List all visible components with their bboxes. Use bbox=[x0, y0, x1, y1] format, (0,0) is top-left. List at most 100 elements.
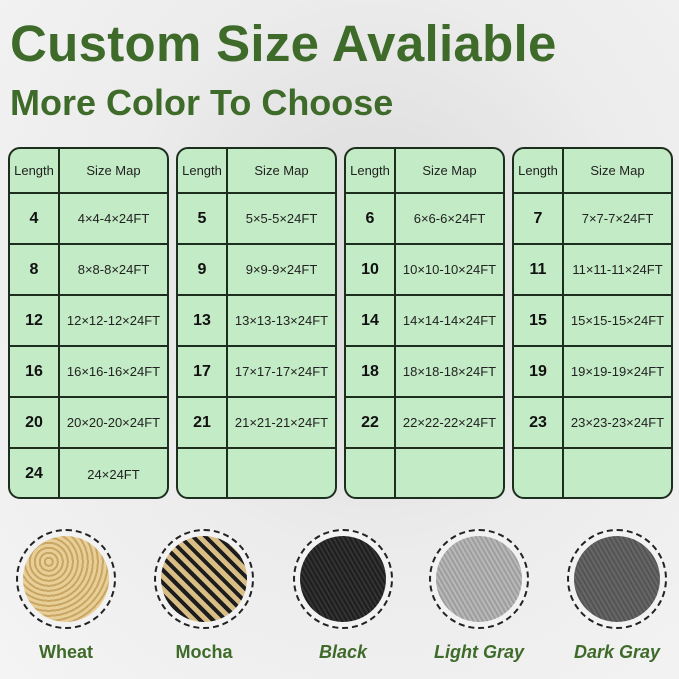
size-cell: 5×5-5×24FT bbox=[245, 211, 318, 226]
length-cell: 10 bbox=[346, 245, 396, 294]
table-row: 7 7×7-7×24FT bbox=[514, 194, 671, 245]
table-header: Length Size Map bbox=[346, 149, 503, 194]
size-cell: 10×10-10×24FT bbox=[402, 262, 497, 277]
swatch-light-gray[interactable] bbox=[429, 529, 529, 629]
header-length: Length bbox=[10, 149, 60, 192]
length-cell: 11 bbox=[514, 245, 564, 294]
table-row: 22 22×22-22×24FT bbox=[346, 398, 503, 449]
table-row: 10 10×10-10×24FT bbox=[346, 245, 503, 296]
size-table: Length Size Map 5 5×5-5×24FT 9 9×9-9×24FT 13 13… bbox=[176, 147, 337, 499]
table-row bbox=[514, 449, 671, 497]
color-label: Wheat bbox=[39, 642, 93, 662]
length-cell: 13 bbox=[178, 296, 228, 345]
length-cell: 16 bbox=[10, 347, 60, 396]
swatch-image bbox=[300, 536, 386, 622]
size-cell bbox=[564, 449, 671, 497]
swatch-wheat[interactable] bbox=[16, 529, 116, 629]
length-cell: 4 bbox=[10, 194, 60, 243]
size-cell: 4×4-4×24FT bbox=[77, 211, 150, 226]
length-cell bbox=[514, 449, 564, 497]
color-label: Black bbox=[318, 642, 368, 662]
length-cell bbox=[178, 449, 228, 497]
table-row: 8 8×8-8×24FT bbox=[10, 245, 167, 296]
table-header: Length Size Map bbox=[178, 149, 335, 194]
size-cell: 20×20-20×24FT bbox=[66, 415, 161, 430]
size-table: Length Size Map 7 7×7-7×24FT 11 11×11-11×24FT… bbox=[512, 147, 673, 499]
size-cell: 12×12-12×24FT bbox=[66, 313, 161, 328]
header-size-map: Size Map bbox=[422, 163, 477, 178]
header-size-map: Size Map bbox=[86, 163, 141, 178]
length-cell: 5 bbox=[178, 194, 228, 243]
header-size-map: Size Map bbox=[254, 163, 309, 178]
size-cell: 17×17-17×24FT bbox=[234, 364, 329, 379]
size-cell: 11×11-11×24FT bbox=[572, 262, 663, 277]
size-cell: 14×14-14×24FT bbox=[402, 313, 497, 328]
color-label: Mocha bbox=[175, 642, 233, 662]
size-cell: 8×8-8×24FT bbox=[77, 262, 150, 277]
table-row bbox=[178, 449, 335, 497]
length-cell: 18 bbox=[346, 347, 396, 396]
length-cell: 24 bbox=[10, 449, 60, 497]
table-row: 5 5×5-5×24FT bbox=[178, 194, 335, 245]
size-cell: 7×7-7×24FT bbox=[581, 211, 654, 226]
length-cell bbox=[346, 449, 396, 497]
table-row: 24 24×24FT bbox=[10, 449, 167, 497]
size-cell bbox=[396, 449, 503, 497]
color-label: Dark Gray bbox=[573, 642, 661, 662]
size-cell: 19×19-19×24FT bbox=[570, 364, 665, 379]
size-cell: 21×21-21×24FT bbox=[234, 415, 329, 430]
size-cell: 18×18-18×24FT bbox=[402, 364, 497, 379]
length-cell: 7 bbox=[514, 194, 564, 243]
size-cell bbox=[228, 449, 335, 497]
size-cell: 22×22-22×24FT bbox=[402, 415, 497, 430]
size-cell: 9×9-9×24FT bbox=[245, 262, 318, 277]
swatch-image bbox=[436, 536, 522, 622]
table-row: 6 6×6-6×24FT bbox=[346, 194, 503, 245]
length-cell: 14 bbox=[346, 296, 396, 345]
size-cell: 16×16-16×24FT bbox=[66, 364, 161, 379]
table-header: Length Size Map bbox=[10, 149, 167, 194]
header-length: Length bbox=[514, 149, 564, 192]
size-cell: 15×15-15×24FT bbox=[570, 313, 665, 328]
swatch-black[interactable] bbox=[293, 529, 393, 629]
length-cell: 23 bbox=[514, 398, 564, 447]
length-cell: 8 bbox=[10, 245, 60, 294]
page-title: Custom Size Avaliable bbox=[10, 15, 557, 72]
page-subtitle: More Color To Choose bbox=[10, 82, 394, 123]
header-length: Length bbox=[346, 149, 396, 192]
length-cell: 19 bbox=[514, 347, 564, 396]
table-row: 18 18×18-18×24FT bbox=[346, 347, 503, 398]
table-row: 19 19×19-19×24FT bbox=[514, 347, 671, 398]
table-row: 23 23×23-23×24FT bbox=[514, 398, 671, 449]
swatch-mocha[interactable] bbox=[154, 529, 254, 629]
size-cell: 6×6-6×24FT bbox=[413, 211, 486, 226]
color-label: Light Gray bbox=[433, 642, 524, 662]
length-cell: 6 bbox=[346, 194, 396, 243]
table-row bbox=[346, 449, 503, 497]
table-row: 4 4×4-4×24FT bbox=[10, 194, 167, 245]
table-header: Length Size Map bbox=[514, 149, 671, 194]
size-cell: 24×24FT bbox=[87, 466, 140, 482]
table-row: 20 20×20-20×24FT bbox=[10, 398, 167, 449]
length-cell: 17 bbox=[178, 347, 228, 396]
length-cell: 21 bbox=[178, 398, 228, 447]
table-row: 14 14×14-14×24FT bbox=[346, 296, 503, 347]
length-cell: 22 bbox=[346, 398, 396, 447]
swatch-image bbox=[574, 536, 660, 622]
length-cell: 9 bbox=[178, 245, 228, 294]
length-cell: 12 bbox=[10, 296, 60, 345]
header-length: Length bbox=[178, 149, 228, 192]
table-row: 11 11×11-11×24FT bbox=[514, 245, 671, 296]
table-row: 13 13×13-13×24FT bbox=[178, 296, 335, 347]
swatch-image bbox=[23, 536, 109, 622]
size-cell: 13×13-13×24FT bbox=[234, 313, 329, 328]
swatch-dark-gray[interactable] bbox=[567, 529, 667, 629]
length-cell: 15 bbox=[514, 296, 564, 345]
table-row: 21 21×21-21×24FT bbox=[178, 398, 335, 449]
header-size-map: Size Map bbox=[590, 163, 645, 178]
table-row: 9 9×9-9×24FT bbox=[178, 245, 335, 296]
length-cell: 20 bbox=[10, 398, 60, 447]
size-cell: 23×23-23×24FT bbox=[570, 415, 665, 430]
table-row: 12 12×12-12×24FT bbox=[10, 296, 167, 347]
table-row: 17 17×17-17×24FT bbox=[178, 347, 335, 398]
